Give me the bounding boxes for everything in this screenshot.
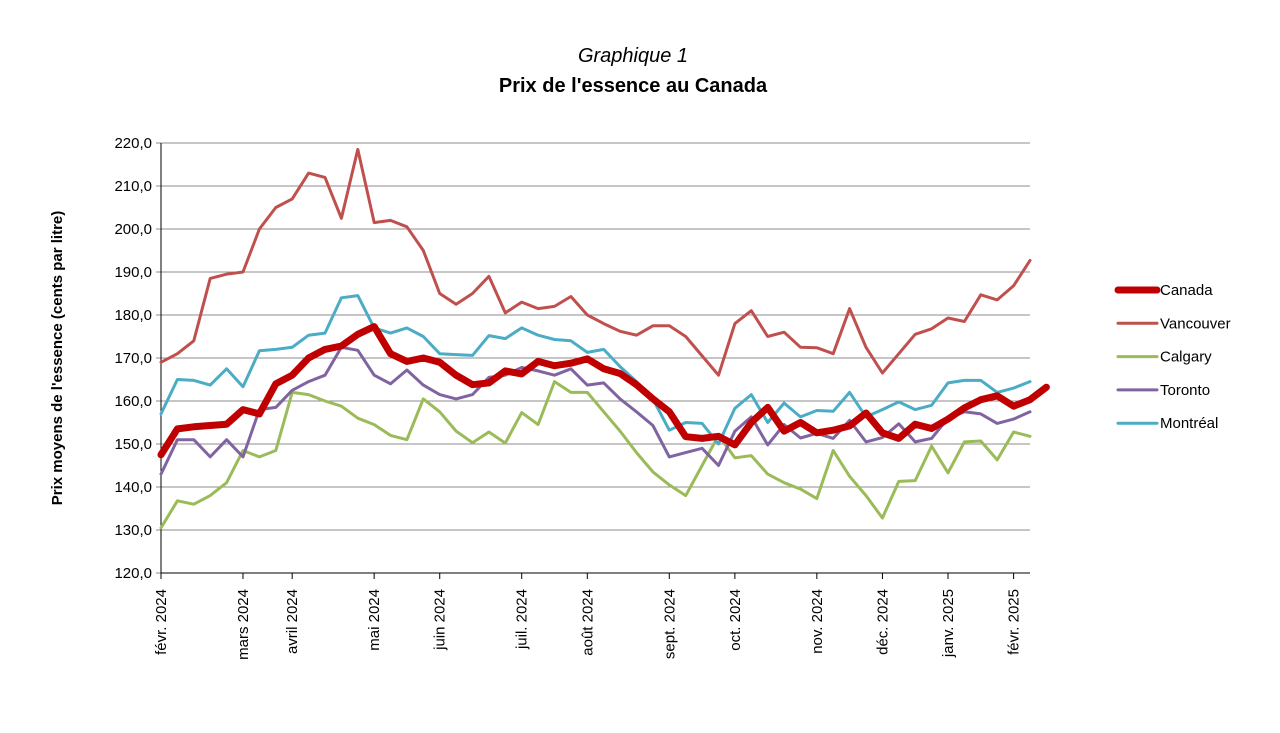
y-tick-label: 220,0	[114, 135, 152, 152]
x-tick-label: juil. 2024	[514, 589, 531, 650]
legend-label: Canada	[1160, 282, 1213, 299]
y-tick-label: 160,0	[114, 393, 152, 410]
y-tick-label: 140,0	[114, 479, 152, 496]
x-tick-label: oct. 2024	[727, 589, 744, 651]
x-tick-label: sept. 2024	[661, 589, 678, 659]
x-tick-label: févr. 2024	[153, 589, 170, 655]
chart-title: Prix de l'essence au Canada	[499, 75, 768, 97]
series-line-montréal	[159, 294, 1032, 446]
y-tick-label: 120,0	[114, 565, 152, 582]
x-tick-label: avril 2024	[284, 589, 301, 654]
series-line-vancouver	[159, 147, 1032, 377]
series-line-canada	[157, 323, 1050, 459]
y-tick-label: 130,0	[114, 522, 152, 539]
x-tick-label: janv. 2025	[940, 589, 957, 658]
legend-label: Toronto	[1160, 382, 1210, 399]
y-tick-label: 200,0	[114, 221, 152, 238]
y-tick-label: 150,0	[114, 436, 152, 453]
x-tick-label: juin 2024	[432, 589, 449, 651]
x-tick-label: déc. 2024	[874, 589, 891, 655]
y-axis-ticks: 120,0 130,0 140,0 150,0 160,0 170,0 180,0 190,0…	[114, 135, 152, 582]
series-lines	[157, 147, 1050, 530]
x-tick-label: mars 2024	[235, 589, 252, 660]
x-tick-label: août 2024	[579, 589, 596, 656]
legend-label: Montréal	[1160, 415, 1218, 432]
x-tick-label: nov. 2024	[809, 589, 826, 654]
legend: Canada Vancouver Calgary Toronto Montréal	[1114, 282, 1231, 432]
series-line-calgary	[159, 380, 1032, 530]
y-axis-label: Prix moyens de l'essence (cents par litr…	[49, 211, 66, 506]
y-tick-label: 210,0	[114, 178, 152, 195]
y-tick-label: 170,0	[114, 350, 152, 367]
y-tick-label: 190,0	[114, 264, 152, 281]
x-tick-label: mai 2024	[366, 589, 383, 651]
y-tick-label: 180,0	[114, 307, 152, 324]
legend-label: Vancouver	[1160, 315, 1231, 332]
x-tick-label: févr. 2025	[1006, 589, 1023, 655]
x-axis: févr. 2024 mars 2024 avril 2024 mai 2024 jui…	[153, 143, 1030, 660]
gridlines	[156, 142, 1030, 574]
legend-label: Calgary	[1160, 349, 1212, 366]
chart-subtitle: Graphique 1	[578, 45, 688, 67]
